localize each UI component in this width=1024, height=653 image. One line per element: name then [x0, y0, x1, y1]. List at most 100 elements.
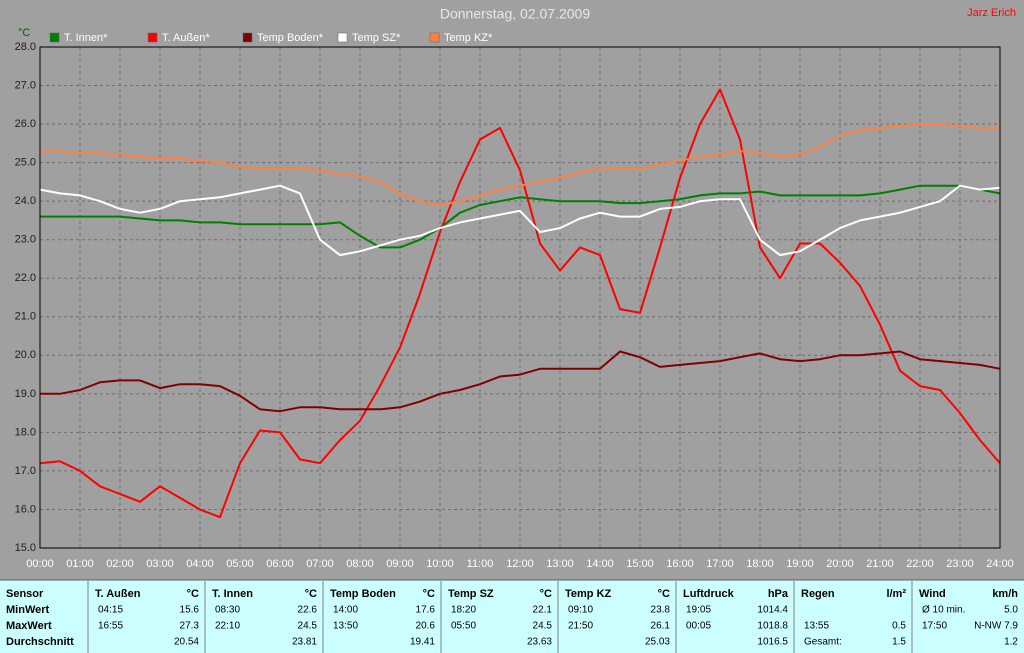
legend-swatch — [337, 32, 348, 43]
cell-time: Gesamt: — [804, 637, 842, 648]
column-header: T. Außen — [95, 588, 141, 600]
legend-label: T. Innen* — [64, 32, 108, 44]
cell-value: 1.2 — [1004, 637, 1018, 648]
x-tick-label: 13:00 — [546, 558, 574, 570]
column-header: Temp Boden — [330, 588, 396, 600]
grid: 15.0 16.0 17.0 18.0 19.0 20.0 21.0 22.0 23.0 24.0… — [15, 41, 1014, 570]
cell-time: 14:00 — [333, 605, 358, 616]
legend-swatch — [49, 32, 60, 43]
x-tick-label: 22:00 — [906, 558, 934, 570]
y-tick-label: 25.0 — [15, 157, 36, 169]
chart-title: Donnerstag, 02.07.2009 — [440, 6, 590, 22]
cell-time: 18:20 — [451, 605, 476, 616]
cell-value: 5.0 — [1004, 605, 1018, 616]
legend-swatch — [147, 32, 158, 43]
row-label: MaxWert — [6, 620, 52, 632]
column-unit: °C — [658, 588, 670, 600]
y-tick-label: 18.0 — [15, 426, 36, 438]
y-tick-label: 22.0 — [15, 272, 36, 284]
y-tick-label: 20.0 — [15, 349, 36, 361]
cell-value: 27.3 — [180, 621, 200, 632]
x-tick-label: 05:00 — [226, 558, 254, 570]
legend-label: T. Außen* — [162, 32, 210, 44]
cell-value: 19.41 — [410, 637, 435, 648]
x-tick-label: 24:00 — [986, 558, 1014, 570]
cell-value: 1.5 — [892, 637, 906, 648]
cell-value: 1016.5 — [757, 637, 788, 648]
x-tick-label: 18:00 — [746, 558, 774, 570]
x-tick-label: 20:00 — [826, 558, 854, 570]
cell-time: 13:50 — [333, 621, 358, 632]
column-unit: l/m² — [886, 588, 906, 600]
legend-label: Temp Boden* — [257, 32, 324, 44]
cell-value: 0.5 — [892, 621, 906, 632]
column-header: Wind — [919, 588, 946, 600]
cell-value: 17.6 — [416, 605, 436, 616]
legend-label: Temp SZ* — [352, 32, 401, 44]
cell-value: 25.03 — [645, 637, 670, 648]
x-tick-label: 02:00 — [106, 558, 134, 570]
y-tick-label: 21.0 — [15, 311, 36, 323]
x-tick-label: 07:00 — [306, 558, 334, 570]
legend: T. Innen* T. Außen* Temp Boden* Temp SZ* Tem… — [49, 32, 493, 44]
cell-value: 22.6 — [298, 605, 318, 616]
table-background — [0, 580, 1024, 653]
column-header: Temp SZ — [448, 588, 494, 600]
x-tick-label: 21:00 — [866, 558, 894, 570]
cell-time: 16:55 — [98, 621, 123, 632]
cell-value: 20.6 — [416, 621, 436, 632]
cell-value: N-NW 7.9 — [974, 621, 1018, 632]
stats-table: Sensor MinWert MaxWert Durchschnitt T. Außen… — [6, 581, 1018, 653]
table-header: Sensor — [6, 588, 44, 600]
y-tick-label: 15.0 — [15, 542, 36, 554]
series-line — [39, 184, 1001, 257]
cell-value: 23.63 — [527, 637, 552, 648]
plot-lines — [39, 88, 1001, 519]
x-tick-label: 08:00 — [346, 558, 374, 570]
column-header: T. Innen — [212, 588, 253, 600]
cell-time: 17:50 — [922, 621, 947, 632]
cell-value: 23.81 — [292, 637, 317, 648]
x-tick-label: 00:00 — [26, 558, 54, 570]
x-tick-label: 11:00 — [467, 558, 494, 570]
column-header: Temp KZ — [565, 588, 612, 600]
column-unit: °C — [305, 588, 317, 600]
cell-time: Ø 10 min. — [922, 605, 965, 616]
cell-time: 08:30 — [215, 605, 240, 616]
y-tick-label: 23.0 — [15, 234, 36, 246]
column-unit: °C — [423, 588, 435, 600]
series-line — [40, 184, 1001, 249]
annotation: Jarz Erich — [967, 7, 1016, 19]
x-tick-label: 06:00 — [266, 558, 294, 570]
cell-time: 21:50 — [568, 621, 593, 632]
cell-time: 00:05 — [686, 621, 711, 632]
cell-value: 24.5 — [298, 621, 318, 632]
x-tick-label: 09:00 — [386, 558, 414, 570]
column-unit: °C — [540, 588, 552, 600]
cell-time: 19:05 — [686, 605, 711, 616]
column-unit: km/h — [992, 588, 1018, 600]
legend-swatch — [429, 32, 440, 43]
y-axis-label: °C — [18, 27, 30, 39]
row-label: MinWert — [6, 604, 50, 616]
row-label: Durchschnitt — [6, 636, 74, 648]
x-tick-label: 14:00 — [586, 558, 614, 570]
cell-time: 13:55 — [804, 621, 829, 632]
cell-value: 22.1 — [533, 605, 553, 616]
legend-label: Temp KZ* — [444, 32, 493, 44]
x-tick-label: 15:00 — [626, 558, 654, 570]
cell-value: 26.1 — [651, 621, 671, 632]
y-tick-label: 26.0 — [15, 118, 36, 130]
plot-border — [39, 46, 1001, 549]
cell-value: 24.5 — [533, 621, 553, 632]
column-unit: °C — [187, 588, 199, 600]
series-line — [39, 88, 1001, 519]
x-tick-label: 23:00 — [946, 558, 974, 570]
y-tick-label: 24.0 — [15, 195, 36, 207]
cell-value: 1018.8 — [757, 621, 788, 632]
x-tick-label: 16:00 — [666, 558, 694, 570]
cell-value: 20.54 — [174, 637, 199, 648]
cell-time: 05:50 — [451, 621, 476, 632]
x-tick-label: 04:00 — [186, 558, 214, 570]
